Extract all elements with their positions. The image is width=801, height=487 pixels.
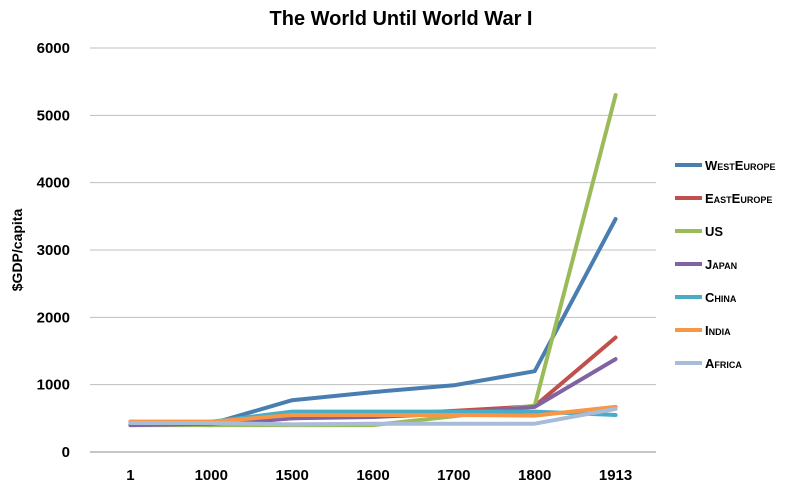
y-tick-label: 4000 — [37, 175, 70, 192]
gridlines — [90, 47, 656, 386]
y-axis-label: $GDP/capita — [9, 209, 25, 292]
legend-label: India — [705, 323, 731, 338]
y-tick-label: 3000 — [37, 242, 70, 259]
legend-label: China — [705, 290, 737, 305]
x-tick-label: 1000 — [195, 467, 228, 484]
chart-title: The World Until World War I — [270, 8, 533, 30]
x-tick-label: 1913 — [599, 467, 632, 484]
legend-label: WestEurope — [705, 158, 775, 173]
x-tick-label: 1500 — [275, 467, 308, 484]
series-line-us — [128, 93, 618, 428]
x-tick-label: 1800 — [518, 467, 551, 484]
x-tick-label: 1600 — [356, 467, 389, 484]
series-lines — [128, 93, 618, 428]
legend: WestEurope EastEurope US Japan China India Afr… — [675, 158, 775, 371]
x-axis-ticks: 1 1000 1500 1600 1700 1800 1913 — [126, 467, 632, 484]
y-tick-label: 2000 — [37, 309, 70, 326]
series-line-india — [128, 404, 618, 424]
y-tick-label: 5000 — [37, 107, 70, 124]
legend-label: US — [705, 224, 723, 239]
y-tick-label: 6000 — [37, 40, 70, 57]
legend-label: EastEurope — [705, 191, 772, 206]
y-tick-label: 0 — [62, 444, 70, 461]
series-line-africa — [128, 406, 618, 427]
y-tick-label: 1000 — [37, 377, 70, 394]
x-tick-label: 1 — [126, 467, 134, 484]
y-axis-ticks: 0 1000 2000 3000 4000 5000 6000 — [37, 40, 70, 461]
legend-label: Africa — [705, 356, 742, 371]
legend-label: Japan — [705, 257, 737, 272]
x-tick-label: 1700 — [437, 467, 470, 484]
